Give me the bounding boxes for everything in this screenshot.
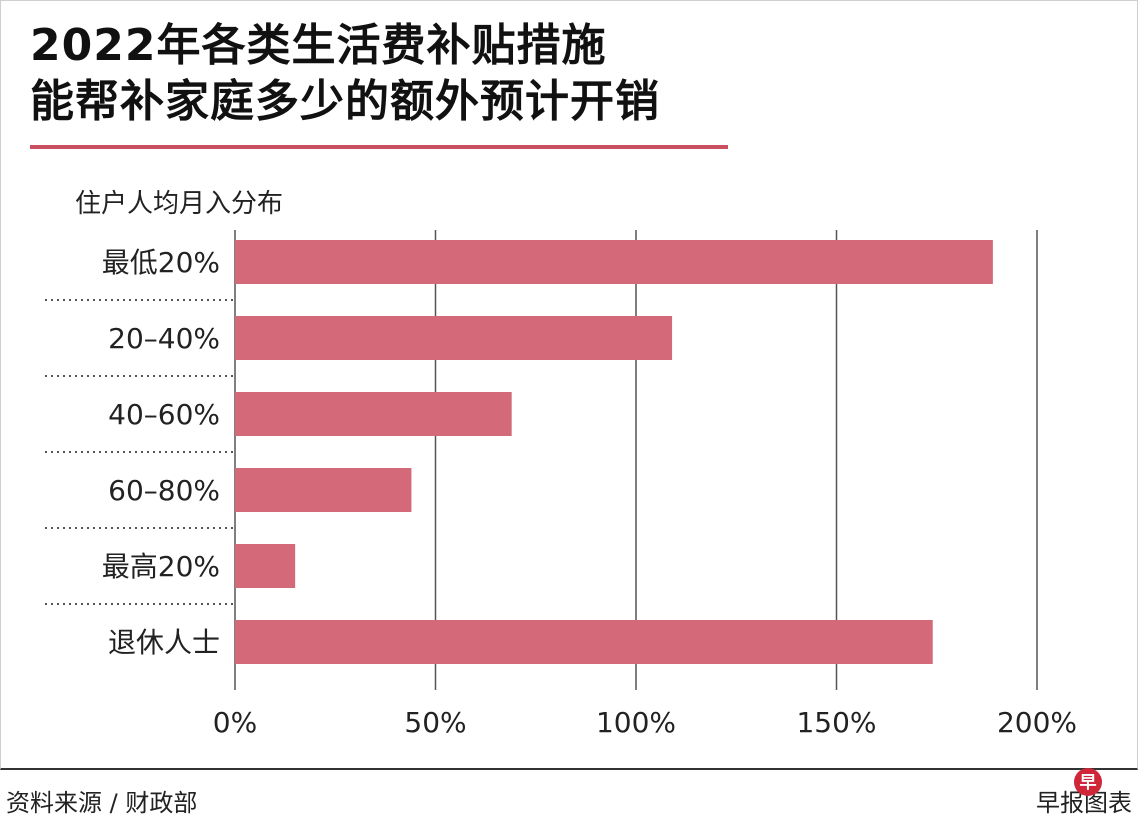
category-label: 60–80% [108, 474, 220, 507]
x-tick-label: 150% [796, 706, 876, 739]
category-label: 最高20% [102, 550, 220, 583]
x-tick-label: 100% [596, 706, 676, 739]
y-axis-label: 住户人均月入分布 [75, 189, 284, 219]
category-label: 最低20% [102, 246, 220, 279]
bar-4 [235, 468, 412, 512]
x-tick-label: 0% [213, 706, 257, 739]
x-tick-label: 200% [997, 706, 1077, 739]
bar-chart: 0% 50% 100% 150% 200% 最低20% 20–40% 40–60% 60–80%… [45, 230, 1077, 739]
bar-2 [235, 316, 673, 360]
category-label: 20–40% [108, 322, 220, 355]
zaobao-logo-icon: 早 [1074, 768, 1102, 796]
title-underline [30, 145, 728, 149]
title-line-1: 2022年各类生活费补贴措施 [30, 20, 607, 71]
svg-text:早: 早 [1080, 773, 1097, 793]
source-note: 资料来源 / 财政部 [6, 789, 198, 817]
bar-3 [235, 392, 512, 436]
title-line-2: 能帮补家庭多少的额外预计开销 [30, 76, 660, 127]
chart-frame [0, 0, 1138, 770]
bar-6 [235, 620, 933, 664]
chart-title: 2022年各类生活费补贴措施 能帮补家庭多少的额外预计开销 [30, 18, 660, 130]
x-tick-label: 50% [404, 706, 466, 739]
bar-1 [235, 240, 993, 284]
bar-5 [235, 544, 296, 588]
category-label: 退休人士 [108, 626, 220, 659]
category-label: 40–60% [108, 398, 220, 431]
